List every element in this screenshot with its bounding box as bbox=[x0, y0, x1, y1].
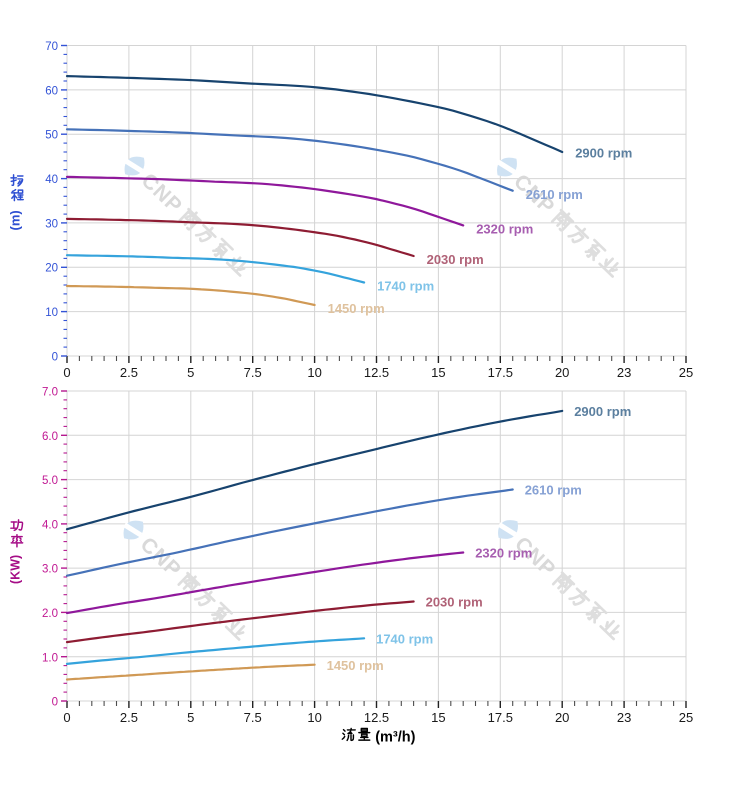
svg-text:10: 10 bbox=[45, 307, 58, 319]
svg-text:2.5: 2.5 bbox=[120, 710, 138, 725]
svg-text:5.0: 5.0 bbox=[42, 475, 58, 487]
svg-text:0: 0 bbox=[52, 697, 58, 709]
svg-text:23: 23 bbox=[617, 365, 631, 380]
svg-text:7.5: 7.5 bbox=[244, 365, 262, 380]
svg-text:40: 40 bbox=[45, 174, 58, 186]
svg-text:(m): (m) bbox=[8, 210, 23, 230]
svg-text:2030 rpm: 2030 rpm bbox=[427, 252, 484, 267]
svg-text:12.5: 12.5 bbox=[364, 365, 389, 380]
svg-text:7.5: 7.5 bbox=[244, 710, 262, 725]
svg-text:17.5: 17.5 bbox=[488, 710, 513, 725]
svg-text:25: 25 bbox=[679, 710, 693, 725]
svg-text:15: 15 bbox=[431, 365, 445, 380]
svg-text:1740 rpm: 1740 rpm bbox=[376, 632, 433, 647]
svg-text:(KW): (KW) bbox=[9, 555, 23, 584]
svg-text:25: 25 bbox=[679, 365, 693, 380]
svg-text:17.5: 17.5 bbox=[488, 365, 513, 380]
svg-text:15: 15 bbox=[431, 710, 445, 725]
svg-text:7.0: 7.0 bbox=[42, 387, 58, 399]
svg-text:0: 0 bbox=[52, 351, 58, 363]
svg-text:12.5: 12.5 bbox=[364, 710, 389, 725]
svg-text:2.0: 2.0 bbox=[42, 608, 58, 620]
svg-text:50: 50 bbox=[45, 130, 58, 142]
svg-text:6.0: 6.0 bbox=[42, 431, 58, 443]
svg-text:5: 5 bbox=[187, 365, 194, 380]
svg-text:1.0: 1.0 bbox=[42, 652, 58, 664]
svg-text:2320 rpm: 2320 rpm bbox=[476, 222, 533, 237]
svg-text:4.0: 4.0 bbox=[42, 520, 58, 532]
svg-text:1450 rpm: 1450 rpm bbox=[327, 658, 384, 673]
svg-text:2900 rpm: 2900 rpm bbox=[574, 404, 631, 419]
svg-text:1740 rpm: 1740 rpm bbox=[377, 279, 434, 294]
svg-text:0: 0 bbox=[63, 365, 70, 380]
svg-text:2.5: 2.5 bbox=[120, 365, 138, 380]
svg-text:(m³/h): (m³/h) bbox=[375, 730, 415, 746]
svg-text:2320 rpm: 2320 rpm bbox=[475, 546, 532, 561]
svg-text:2610 rpm: 2610 rpm bbox=[525, 483, 582, 498]
svg-text:2900 rpm: 2900 rpm bbox=[575, 146, 632, 161]
svg-text:20: 20 bbox=[45, 263, 58, 275]
svg-text:70: 70 bbox=[45, 41, 58, 53]
svg-text:1450 rpm: 1450 rpm bbox=[328, 301, 385, 316]
svg-text:10: 10 bbox=[307, 365, 321, 380]
svg-text:3.0: 3.0 bbox=[42, 564, 58, 576]
svg-text:60: 60 bbox=[45, 85, 58, 97]
svg-text:2610 rpm: 2610 rpm bbox=[526, 187, 583, 202]
svg-text:20: 20 bbox=[555, 710, 569, 725]
svg-text:10: 10 bbox=[307, 710, 321, 725]
svg-text:30: 30 bbox=[45, 218, 58, 230]
svg-text:20: 20 bbox=[555, 365, 569, 380]
svg-text:5: 5 bbox=[187, 710, 194, 725]
svg-text:23: 23 bbox=[617, 710, 631, 725]
svg-text:2030 rpm: 2030 rpm bbox=[426, 595, 483, 610]
svg-text:0: 0 bbox=[63, 710, 70, 725]
